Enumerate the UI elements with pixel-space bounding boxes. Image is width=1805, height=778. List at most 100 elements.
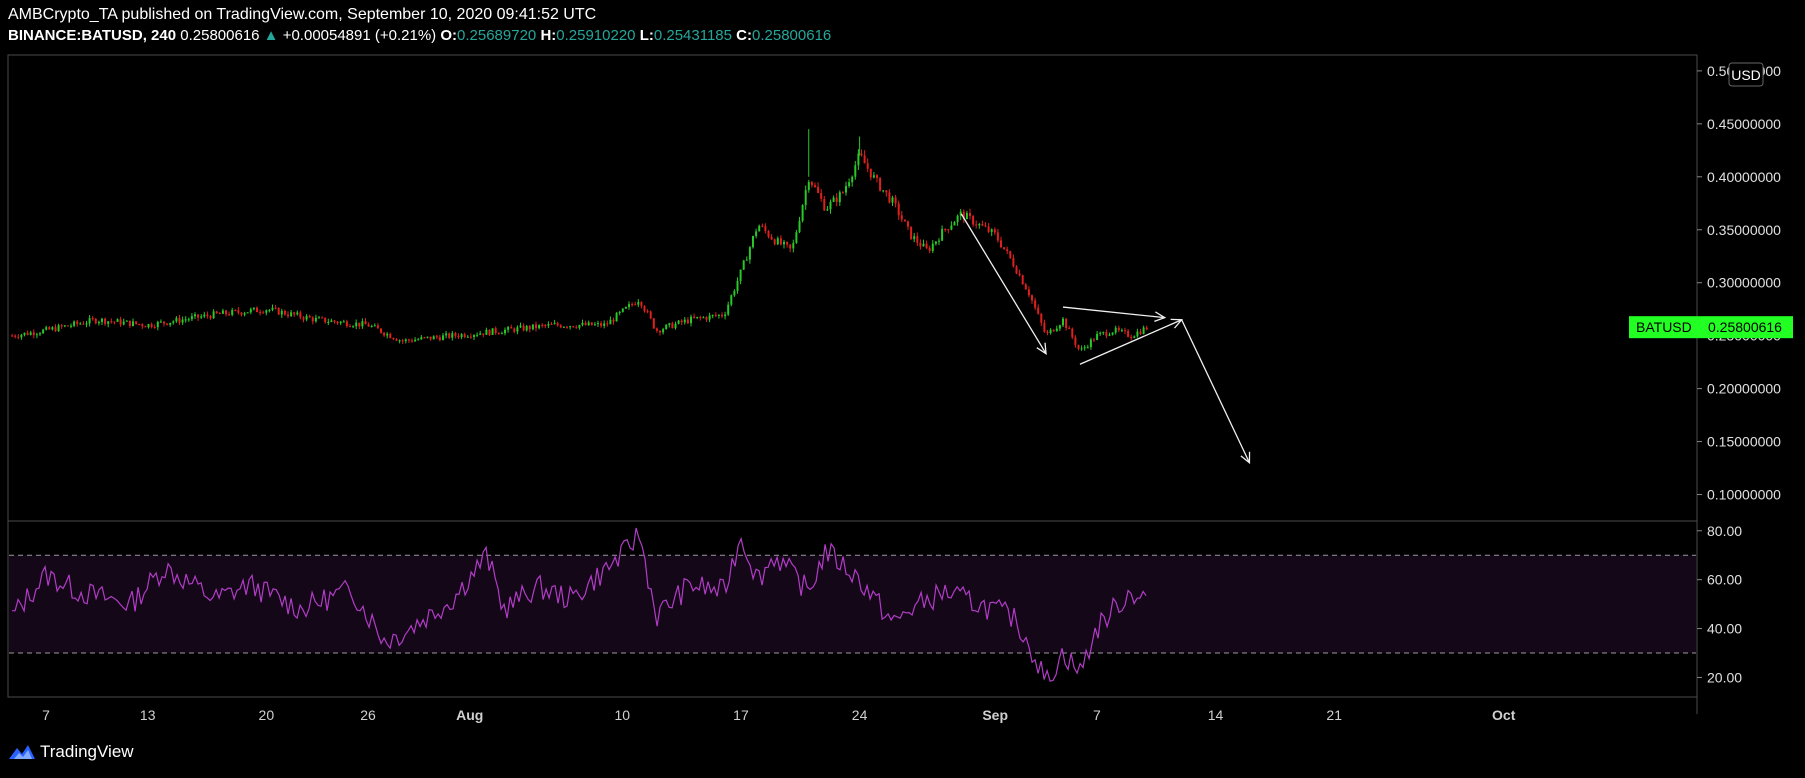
- candle-body: [690, 316, 692, 324]
- candle-body: [708, 315, 711, 320]
- candle-body: [296, 312, 299, 315]
- candle-body: [54, 327, 57, 332]
- candle-body: [352, 326, 355, 328]
- candle-body: [1021, 275, 1024, 285]
- candle-body: [1124, 330, 1126, 332]
- candle-body: [125, 320, 128, 322]
- candle-body: [535, 324, 537, 329]
- candle-body: [829, 201, 832, 210]
- candle-body: [913, 236, 916, 240]
- candle-body: [990, 229, 993, 232]
- currency-badge-box[interactable]: [1728, 62, 1764, 87]
- candle-body: [770, 236, 773, 240]
- candle-body: [869, 168, 872, 178]
- candle-body: [652, 318, 655, 329]
- price-tick-label: 0.45000000: [1707, 116, 1781, 132]
- candle-body: [838, 192, 841, 203]
- candle-body: [1068, 328, 1071, 330]
- candle-body: [442, 335, 444, 341]
- candle-body: [497, 332, 500, 334]
- candle-body: [795, 232, 798, 243]
- candle-body: [1049, 329, 1052, 334]
- candle-body: [600, 323, 603, 327]
- candle-body: [445, 333, 448, 336]
- candle-body: [634, 304, 637, 306]
- candle-body: [804, 190, 807, 206]
- candle-body: [1130, 336, 1133, 338]
- candle-body: [401, 340, 404, 342]
- candle-body: [655, 328, 658, 331]
- candle-body: [745, 259, 748, 261]
- candle-body: [473, 335, 475, 337]
- candle-body: [234, 309, 237, 311]
- time-tick-label: 7: [1093, 707, 1101, 723]
- time-tick-label: 21: [1326, 707, 1342, 723]
- price-tick-label: 0.40000000: [1707, 169, 1781, 185]
- candle-body: [866, 163, 869, 169]
- candle-body: [798, 220, 801, 233]
- candle-body: [727, 304, 730, 315]
- candle-body: [938, 240, 940, 242]
- candle-body: [1077, 344, 1080, 349]
- candle-body: [947, 229, 950, 231]
- candle-body: [810, 181, 813, 186]
- candle-body: [618, 311, 621, 313]
- candle-body: [48, 327, 51, 330]
- candle-body: [891, 197, 894, 203]
- candle-body: [835, 197, 838, 203]
- candle-body: [466, 336, 469, 338]
- candle-body: [469, 336, 472, 338]
- candle-body: [383, 332, 386, 336]
- candle-body: [845, 186, 847, 193]
- candle-body: [755, 231, 758, 237]
- candle-body: [283, 310, 286, 315]
- candle-body: [897, 203, 900, 216]
- candle-body: [249, 309, 252, 313]
- candle-body: [978, 223, 981, 226]
- candle-body: [525, 326, 528, 331]
- candle-body: [801, 205, 804, 221]
- candle-body: [138, 323, 141, 325]
- time-tick-label: 7: [42, 707, 50, 723]
- currency-badge[interactable]: USD: [1731, 67, 1761, 83]
- candle-body: [370, 325, 373, 327]
- candle-body: [321, 317, 324, 319]
- candles: [11, 129, 1148, 351]
- candle-body: [420, 337, 423, 340]
- candle-body: [491, 328, 494, 335]
- candle-body: [649, 311, 652, 319]
- candle-body: [392, 338, 395, 340]
- candle-body: [882, 190, 885, 192]
- candle-body: [299, 312, 302, 318]
- candle-body: [733, 290, 736, 296]
- candle-body: [668, 323, 671, 325]
- candle-body: [187, 319, 190, 321]
- candle-body: [519, 325, 522, 328]
- candle-body: [290, 312, 293, 317]
- candle-body: [361, 321, 364, 327]
- candle-body: [910, 226, 913, 240]
- candle-body: [1145, 327, 1148, 330]
- candle-body: [308, 315, 311, 318]
- candle-body: [1105, 332, 1108, 336]
- candle-body: [367, 324, 370, 327]
- candle-body: [122, 321, 125, 325]
- candle-body: [184, 319, 187, 321]
- candle-body: [748, 247, 751, 260]
- price-tick-labels: 0.500000000.450000000.400000000.35000000…: [1697, 63, 1781, 503]
- time-tick-label: 17: [733, 707, 749, 723]
- time-tick-labels: 7 13 20 26 Aug 10 17 24 Sep 7 14 21 Oct: [42, 707, 1516, 723]
- candle-body: [1052, 329, 1055, 332]
- candle-body: [528, 326, 531, 330]
- candle-body: [23, 332, 26, 335]
- candle-body: [631, 304, 634, 306]
- candle-body: [941, 228, 944, 241]
- candle-body: [113, 321, 116, 323]
- candle-body: [659, 330, 661, 333]
- candle-body: [231, 309, 234, 315]
- time-tick-label: Sep: [982, 707, 1008, 723]
- candle-body: [758, 225, 761, 232]
- candle-body: [928, 248, 931, 252]
- candle-body: [333, 320, 336, 322]
